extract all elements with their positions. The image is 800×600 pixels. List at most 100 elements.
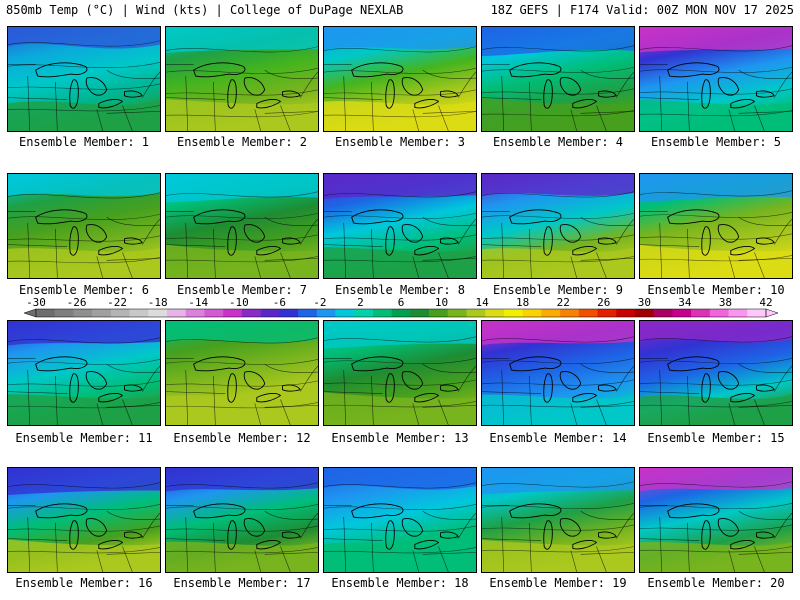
colorbar-tick-label: -10 (228, 296, 249, 309)
ensemble-map-panel (7, 26, 161, 132)
colorbar-swatch (429, 309, 449, 317)
ensemble-member-label: Ensemble Member: 14 (489, 431, 627, 445)
colorbar-swatch (298, 309, 318, 317)
ensemble-member-label: Ensemble Member: 5 (650, 135, 782, 149)
colorbar-tick-label: 14 (475, 296, 489, 309)
model-run-info: 18Z GEFS | F174 Valid: 00Z MON NOV 17 20… (490, 3, 794, 17)
colorbar-swatch (223, 309, 243, 317)
colorbar-tick-label: 2 (357, 296, 364, 309)
colorbar-swatch (560, 309, 580, 317)
ensemble-member-label: Ensemble Member: 8 (334, 283, 466, 297)
colorbar-swatch (354, 309, 374, 317)
colorbar-swatch (709, 309, 729, 317)
colorbar-swatch (279, 309, 299, 317)
ensemble-map-panel (481, 467, 635, 573)
colorbar-swatch (391, 309, 411, 317)
ensemble-member-label: Ensemble Member: 18 (331, 576, 469, 590)
ensemble-member-label: Ensemble Member: 7 (176, 283, 308, 297)
colorbar-tick-label: -26 (66, 296, 87, 309)
colorbar-swatch (148, 309, 168, 317)
colorbar-tick-label: 38 (718, 296, 733, 309)
colorbar-swatch (503, 309, 523, 317)
colorbar-swatch (466, 309, 486, 317)
ensemble-member-label: Ensemble Member: 11 (15, 431, 153, 445)
colorbar-swatch (316, 309, 336, 317)
ensemble-member-label: Ensemble Member: 4 (492, 135, 624, 149)
ensemble-member-label: Ensemble Member: 2 (176, 135, 308, 149)
colorbar-max-arrow (765, 308, 779, 318)
ensemble-member-label: Ensemble Member: 3 (334, 135, 466, 149)
colorbar-swatch (747, 309, 767, 317)
colorbar-tick-label: -22 (107, 296, 128, 309)
ensemble-member-label: Ensemble Member: 6 (18, 283, 150, 297)
colorbar-swatch (672, 309, 692, 317)
ensemble-member-label: Ensemble Member: 1 (18, 135, 150, 149)
colorbar-outline (35, 308, 767, 318)
ensemble-map-panel (165, 26, 319, 132)
colorbar-swatch (597, 309, 617, 317)
ensemble-map-panel (481, 320, 635, 426)
colorbar-swatch (260, 309, 280, 317)
ensemble-map-panel (165, 173, 319, 279)
colorbar-tick-label: -14 (188, 296, 209, 309)
ensemble-map-panel (481, 173, 635, 279)
ensemble-member-label: Ensemble Member: 16 (15, 576, 153, 590)
ensemble-map-panel (165, 320, 319, 426)
ensemble-member-label: Ensemble Member: 15 (647, 431, 785, 445)
colorbar-swatch (634, 309, 654, 317)
ensemble-map-panel (323, 26, 477, 132)
colorbar-tick-label: -18 (147, 296, 168, 309)
colorbar-swatch (410, 309, 430, 317)
ensemble-member-label: Ensemble Member: 13 (331, 431, 469, 445)
colorbar-tick-label: 34 (678, 296, 692, 309)
colorbar-tick-label: 30 (637, 296, 651, 309)
ensemble-map-panel (323, 467, 477, 573)
ensemble-member-label: Ensemble Member: 10 (647, 283, 785, 297)
colorbar-swatch (616, 309, 636, 317)
colorbar-swatch (335, 309, 355, 317)
colorbar-swatch (167, 309, 187, 317)
colorbar-swatch (372, 309, 392, 317)
ensemble-map-panel (639, 26, 793, 132)
colorbar-swatch (578, 309, 598, 317)
colorbar-swatch (92, 309, 112, 317)
colorbar-labels: -30 -26 -22 -18 -14 -10 -6 -2 2 6 10 14 18 22 26 30 34 38… (0, 296, 800, 309)
colorbar-swatch (241, 309, 261, 317)
ensemble-map-panel (323, 173, 477, 279)
colorbar-swatch (447, 309, 467, 317)
colorbar-min-arrow (23, 308, 37, 318)
ensemble-map-panel (639, 173, 793, 279)
ensemble-map-panel (7, 467, 161, 573)
ensemble-map-panel (7, 173, 161, 279)
colorbar-swatch (691, 309, 711, 317)
ensemble-member-label: Ensemble Member: 20 (647, 576, 785, 590)
colorbar-tick-label: 22 (556, 296, 570, 309)
ensemble-member-label: Ensemble Member: 9 (492, 283, 624, 297)
ensemble-map-panel (7, 320, 161, 426)
colorbar-swatch (541, 309, 561, 317)
colorbar-swatch (129, 309, 149, 317)
colorbar-tick-label: 18 (516, 296, 530, 309)
colorbar-tick-label: -2 (313, 296, 327, 309)
colorbar-tick-label: 42 (759, 296, 773, 309)
map-title: 850mb Temp (°C) | Wind (kts) | College o… (6, 3, 404, 17)
ensemble-member-label: Ensemble Member: 12 (173, 431, 311, 445)
colorbar-swatch (653, 309, 673, 317)
colorbar-swatch (185, 309, 205, 317)
colorbar-swatch (728, 309, 748, 317)
ensemble-member-label: Ensemble Member: 17 (173, 576, 311, 590)
colorbar-swatch (73, 309, 93, 317)
colorbar-swatch (204, 309, 224, 317)
temperature-colorbar (23, 308, 779, 318)
colorbar-tick-label: 26 (597, 296, 611, 309)
colorbar-tick-label: -30 (26, 296, 46, 309)
colorbar-swatch (485, 309, 505, 317)
colorbar-tick-label: 6 (397, 296, 405, 309)
ensemble-map-panel (323, 320, 477, 426)
ensemble-map-panel (639, 467, 793, 573)
colorbar-swatch (522, 309, 542, 317)
colorbar-tick-label: 10 (434, 296, 449, 309)
ensemble-map-panel (639, 320, 793, 426)
colorbar-swatch (110, 309, 130, 317)
ensemble-map-panel (481, 26, 635, 132)
